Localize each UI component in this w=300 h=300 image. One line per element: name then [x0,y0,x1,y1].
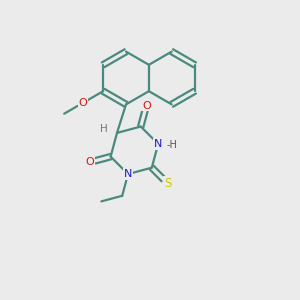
Text: N: N [154,139,162,149]
Text: H: H [100,124,107,134]
Text: O: O [142,101,151,111]
Text: O: O [85,157,94,167]
Text: S: S [164,177,171,190]
Text: -H: -H [167,140,177,150]
Text: N: N [124,169,132,179]
Text: O: O [79,98,87,108]
